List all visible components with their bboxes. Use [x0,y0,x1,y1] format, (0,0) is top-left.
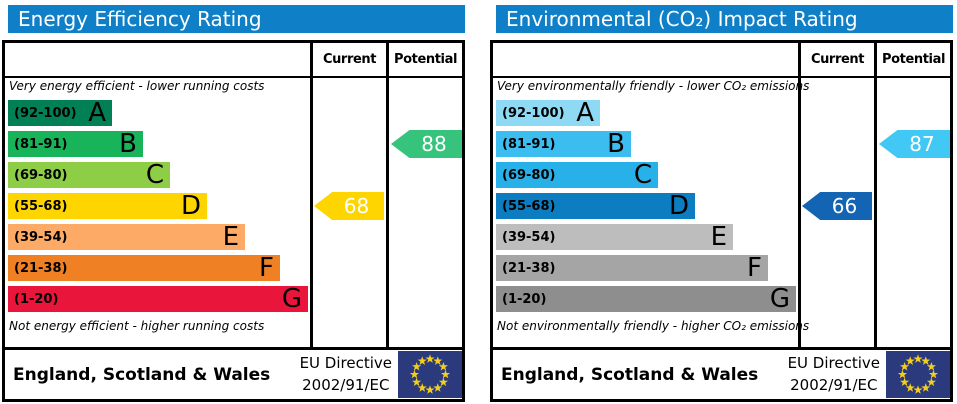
energy-efficiency-table: Current Potential Very energy efficient … [2,40,465,402]
footer-divider [5,347,462,350]
band-e-bar: (39-54) E [496,224,733,250]
header-row-divider [5,76,462,78]
band-a-letter: A [576,98,594,128]
eu-directive-line1: EU Directive [299,354,392,372]
band-g-bar: (1-20) G [496,286,796,312]
bottom-caption: Not environmentally friendly - higher CO… [497,319,810,333]
potential-column-header: Potential [881,52,946,67]
band-b-bar: (81-91) B [496,131,631,157]
potential-column-divider [874,43,877,350]
band-c-bar: (69-80) C [8,162,170,188]
current-column-header: Current [810,52,865,67]
band-f-range: (21-38) [502,260,556,276]
co2-impact-table: Current Potential Very environmentally f… [490,40,953,402]
band-c-letter: C [145,160,164,190]
band-b-letter: B [119,129,137,159]
band-d-range: (55-68) [502,198,556,214]
top-caption: Very environmentally friendly - lower CO… [497,79,810,93]
footer: England, Scotland & Wales EU Directive 2… [5,350,462,399]
eu-flag-icon [398,351,462,398]
band-g-letter: G [769,284,790,314]
band-d-letter: D [180,191,201,221]
band-c-bar: (69-80) C [496,162,658,188]
band-d-range: (55-68) [14,198,68,214]
band-a-bar: (92-100) A [8,100,112,126]
current-rating-value: 68 [343,194,370,218]
band-g-range: (1-20) [14,291,59,307]
band-a-range: (92-100) [14,105,77,121]
current-rating-arrow: 66 [802,192,872,220]
band-f-letter: F [259,253,274,283]
band-f-letter: F [747,253,762,283]
header-row-divider [493,76,950,78]
bottom-caption: Not energy efficient - higher running co… [9,319,265,333]
band-g-bar: (1-20) G [8,286,308,312]
top-caption: Very energy efficient - lower running co… [9,79,265,93]
band-b-range: (81-91) [502,136,556,152]
band-g-range: (1-20) [502,291,547,307]
current-column-divider [310,43,313,350]
band-d-bar: (55-68) D [496,193,695,219]
band-c-range: (69-80) [502,167,556,183]
current-rating-arrow: 68 [314,192,384,220]
current-rating-value: 66 [831,194,858,218]
band-d-letter: D [668,191,689,221]
region-label: England, Scotland & Wales [13,364,271,385]
footer: England, Scotland & Wales EU Directive 2… [493,350,950,399]
potential-rating-arrow: 88 [391,130,462,158]
eu-directive-label: EU Directive 2002/91/EC [300,352,392,396]
band-a-range: (92-100) [502,105,565,121]
band-e-range: (39-54) [14,229,68,245]
band-a-letter: A [88,98,106,128]
band-e-range: (39-54) [502,229,556,245]
footer-divider [493,347,950,350]
potential-rating-value: 87 [909,132,935,156]
region-label: England, Scotland & Wales [501,364,759,385]
eu-directive-line1: EU Directive [787,354,880,372]
co2-impact-title: Environmental (CO₂) Impact Rating [506,7,858,31]
band-e-letter: E [710,222,727,252]
band-f-range: (21-38) [14,260,68,276]
band-c-range: (69-80) [14,167,68,183]
band-b-bar: (81-91) B [8,131,143,157]
band-e-bar: (39-54) E [8,224,245,250]
co2-impact-title-bar: Environmental (CO₂) Impact Rating [496,5,953,33]
band-f-bar: (21-38) F [8,255,280,281]
eu-directive-line2: 2002/91/EC [302,376,390,394]
band-b-range: (81-91) [14,136,68,152]
band-d-bar: (55-68) D [8,193,207,219]
eu-directive-label: EU Directive 2002/91/EC [788,352,880,396]
band-f-bar: (21-38) F [496,255,768,281]
energy-efficiency-title-bar: Energy Efficiency Rating [8,5,465,33]
energy-efficiency-panel: Energy Efficiency Rating Current Potenti… [0,0,467,404]
eu-directive-line2: 2002/91/EC [790,376,878,394]
eu-flag-icon [886,351,950,398]
potential-rating-value: 88 [421,132,447,156]
potential-column-header: Potential [393,52,458,67]
band-c-letter: C [633,160,652,190]
band-g-letter: G [281,284,302,314]
current-column-header: Current [322,52,377,67]
current-column-divider [798,43,801,350]
energy-efficiency-title: Energy Efficiency Rating [18,7,262,31]
band-a-bar: (92-100) A [496,100,600,126]
potential-column-divider [386,43,389,350]
band-e-letter: E [222,222,239,252]
co2-impact-panel: Environmental (CO₂) Impact Rating Curren… [488,0,955,404]
potential-rating-arrow: 87 [879,130,950,158]
band-b-letter: B [607,129,625,159]
